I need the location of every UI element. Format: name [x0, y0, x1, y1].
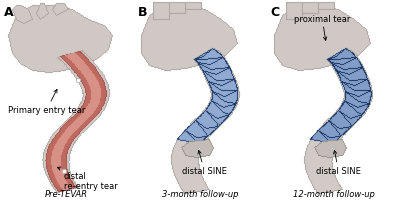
Text: 3-month follow-up: 3-month follow-up [162, 189, 238, 198]
Text: Pre-TEVAR: Pre-TEVAR [44, 189, 88, 198]
Text: distal SINE: distal SINE [182, 151, 227, 175]
Text: Primary entry tear: Primary entry tear [8, 90, 85, 115]
Text: distal
re-entry tear: distal re-entry tear [57, 167, 118, 190]
Text: proximal tear: proximal tear [294, 15, 350, 41]
Text: B: B [138, 6, 148, 19]
Text: 12-month follow-up: 12-month follow-up [293, 189, 375, 198]
Text: C: C [270, 6, 279, 19]
Text: A: A [4, 6, 14, 19]
Text: distal SINE: distal SINE [316, 151, 361, 175]
